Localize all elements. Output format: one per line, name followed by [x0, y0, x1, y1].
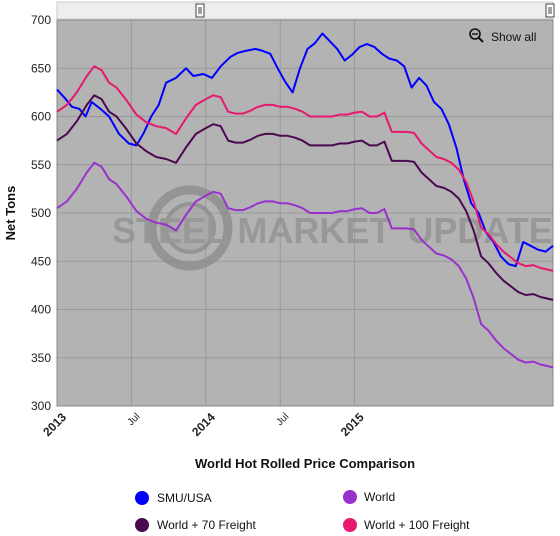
- legend-marker: [343, 518, 357, 532]
- plot-frame: [56, 19, 554, 407]
- y-tick-label: 550: [31, 158, 51, 172]
- y-axis: 300 350 400 450 500 550 600 650 700: [31, 13, 51, 413]
- chart-title: World Hot Rolled Price Comparison: [195, 456, 415, 471]
- x-tick-label: Jul: [126, 411, 143, 428]
- legend-marker: [343, 490, 357, 504]
- y-axis-label: Net Tons: [3, 186, 18, 241]
- legend-item-world[interactable]: World: [343, 490, 395, 504]
- x-tick-label: 2013: [40, 410, 69, 439]
- legend-label: SMU/USA: [157, 491, 212, 505]
- navigator-right-handle[interactable]: [545, 3, 555, 18]
- legend: SMU/USA World World + 70 Freight World +…: [135, 490, 470, 532]
- legend-item-smu-usa[interactable]: SMU/USA: [135, 491, 212, 505]
- y-tick-label: 350: [31, 351, 51, 365]
- x-axis: 2013 Jul 2014 Jul 2015: [40, 410, 367, 439]
- x-tick-label: Jul: [274, 411, 291, 428]
- series-line-smu-usa[interactable]: [56, 32, 554, 268]
- legend-label: World + 100 Freight: [364, 518, 470, 532]
- legend-label: World + 70 Freight: [157, 518, 256, 532]
- y-tick-label: 650: [31, 61, 51, 75]
- series-line-world[interactable]: [56, 161, 554, 369]
- navigator-left-handle[interactable]: [195, 3, 205, 18]
- legend-marker: [135, 491, 149, 505]
- show-all-label: Show all: [491, 30, 536, 44]
- x-tick-label: 2015: [338, 410, 367, 439]
- y-tick-label: 300: [31, 399, 51, 413]
- y-tick-label: 450: [31, 254, 51, 268]
- series-line-world-70-freight[interactable]: [56, 94, 554, 301]
- svg-text:STEEL MARKET UPDATE: STEEL MARKET UPDATE: [112, 210, 553, 251]
- y-tick-label: 700: [31, 13, 51, 27]
- watermark-logo-icon: [147, 185, 233, 271]
- legend-item-world-100-freight[interactable]: World + 100 Freight: [343, 518, 470, 532]
- x-tick-label: 2014: [189, 410, 218, 439]
- watermark-bold-text: STEEL MARKET: [112, 210, 391, 251]
- series-line-world-100-freight[interactable]: [56, 65, 554, 272]
- y-tick-label: 400: [31, 303, 51, 317]
- navigator-bar[interactable]: [56, 1, 555, 20]
- zoom-out-icon: [469, 28, 484, 43]
- series-layer: [56, 32, 554, 369]
- legend-item-world-70-freight[interactable]: World + 70 Freight: [135, 518, 256, 532]
- show-all-button[interactable]: Show all: [469, 28, 536, 44]
- legend-label: World: [364, 490, 395, 504]
- legend-marker: [135, 518, 149, 532]
- y-tick-label: 500: [31, 206, 51, 220]
- y-tick-label: 600: [31, 110, 51, 124]
